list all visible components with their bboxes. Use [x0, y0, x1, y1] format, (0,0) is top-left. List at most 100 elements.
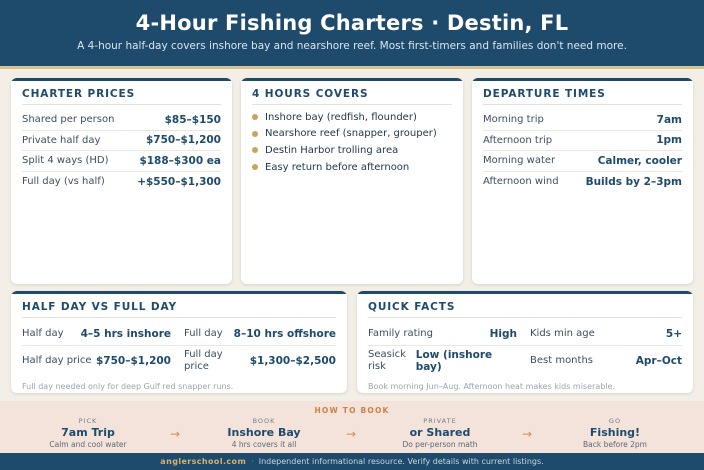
cell-label: Family rating [368, 328, 433, 339]
card-title: QUICK FACTS [368, 301, 456, 313]
footer-disclaimer: Independent informational resource. Veri… [258, 457, 544, 466]
row-value: Builds by 2–3pm [585, 175, 682, 188]
step-title: Inshore Bay [227, 426, 301, 439]
row-label: Split 4 ways (HD) [22, 155, 109, 167]
list-item: Nearshore reef (snapper, grouper) [252, 126, 452, 143]
row-label: Private half day [22, 134, 101, 146]
card-footnote: Full day needed only for deep Gulf red s… [22, 382, 234, 391]
step-kicker: PICK [78, 417, 98, 425]
cell-value: 8–10 hrs offshore [233, 328, 336, 340]
bullet-icon [252, 147, 258, 154]
row-label: Shared per person [22, 114, 115, 126]
step-kicker: PRIVATE [423, 417, 457, 425]
departure-row: Afternoon trip 1pm [483, 131, 682, 151]
fact-cell: Kids min age 5+ [525, 328, 682, 340]
cell-label: Full day price [184, 349, 223, 372]
half-vs-full-card: HALF DAY VS FULL DAY Half day 4–5 hrs in… [11, 291, 347, 393]
list-item-text: Inshore bay (redfish, flounder) [265, 111, 417, 123]
cell-value: 4–5 hrs inshore [80, 328, 171, 340]
page-header: 4-Hour Fishing Charters · Destin, FL A 4… [0, 0, 704, 66]
step-subtitle: Calm and cool water [49, 440, 127, 449]
booking-step: PRIVATE or Shared Do per-person math [375, 417, 505, 449]
cell-value: Apr–Oct [635, 355, 682, 367]
list-item: Destin Harbor trolling area [252, 142, 452, 159]
card-title: HALF DAY VS FULL DAY [22, 301, 178, 313]
bullet-icon [252, 130, 258, 137]
footer-brand-link[interactable]: anglerschool.com [160, 457, 247, 466]
fact-cell: Seasick risk Low (inshore bay) [368, 349, 525, 373]
card-title: CHARTER PRICES [22, 88, 136, 100]
row-label: Full day (vs half) [22, 176, 105, 188]
row-value: $188–$300 ea [139, 154, 221, 167]
fact-cell: Best months Apr–Oct [525, 355, 682, 367]
divider [483, 104, 682, 105]
fact-row: Family rating High Kids min age 5+ [368, 323, 682, 346]
cell-value: Low (inshore bay) [415, 349, 493, 373]
step-title: 7am Trip [61, 426, 115, 439]
price-row: Full day (vs half) +$550–$1,300 [22, 172, 221, 193]
header-divider [0, 66, 704, 69]
coverage-card: 4 HOURS COVERS Inshore bay (redfish, flo… [241, 78, 463, 284]
divider [252, 104, 452, 105]
step-subtitle: Do per-person math [402, 440, 478, 449]
cell-label: Seasick risk [368, 349, 406, 372]
arrow-right-icon: → [170, 427, 181, 441]
card-footnote: Book morning Jun–Aug. Afternoon heat mak… [368, 382, 615, 391]
how-to-book-title: HOW TO BOOK [314, 406, 390, 415]
row-value: Calmer, cooler [597, 154, 682, 167]
page-title: 4-Hour Fishing Charters · Destin, FL [135, 11, 569, 35]
arrow-right-icon: → [522, 427, 533, 441]
charter-prices-card: CHARTER PRICES Shared per person $85–$15… [11, 78, 232, 284]
step-kicker: BOOK [252, 417, 276, 425]
step-title: or Shared [409, 426, 471, 439]
booking-step: GO Fishing! Back before 2pm [550, 417, 680, 449]
footer-separator: · [251, 457, 254, 466]
divider [22, 317, 336, 318]
step-kicker: GO [608, 417, 622, 425]
step-subtitle: Back before 2pm [583, 440, 647, 449]
fact-cell: Family rating High [368, 328, 525, 340]
cell-label: Half day [22, 328, 64, 339]
list-item-text: Destin Harbor trolling area [265, 144, 399, 156]
cell-label: Kids min age [530, 328, 595, 339]
quick-facts-card: QUICK FACTS Family rating High Kids min … [357, 291, 693, 393]
row-label: Morning water [483, 155, 556, 167]
list-item-text: Nearshore reef (snapper, grouper) [265, 128, 437, 140]
how-to-book-strip: HOW TO BOOK PICK 7am Trip Calm and cool … [0, 401, 704, 453]
cell-value: High [489, 328, 517, 340]
step-subtitle: 4 hrs covers it all [231, 440, 297, 449]
compare-row: Half day 4–5 hrs inshore Full day 8–10 h… [22, 323, 336, 346]
row-value: 1pm [656, 134, 682, 147]
compare-cell: Half day 4–5 hrs inshore [22, 328, 179, 340]
divider [22, 104, 221, 105]
cell-label: Best months [530, 355, 593, 366]
row-value: +$550–$1,300 [137, 175, 221, 188]
step-title: Fishing! [589, 426, 641, 439]
bullet-icon [252, 114, 258, 121]
compare-cell: Full day price $1,300–$2,500 [179, 349, 336, 373]
compare-row: Half day price $750–$1,200 Full day pric… [22, 346, 336, 376]
arrow-right-icon: → [346, 427, 357, 441]
booking-step: PICK 7am Trip Calm and cool water [23, 417, 153, 449]
row-value: 7am [656, 113, 682, 126]
compare-cell: Full day 8–10 hrs offshore [179, 328, 336, 340]
compare-cell: Half day price $750–$1,200 [22, 355, 179, 367]
card-title: 4 HOURS COVERS [252, 88, 369, 100]
row-label: Afternoon trip [483, 134, 553, 146]
price-row: Private half day $750–$1,200 [22, 131, 221, 151]
price-row: Shared per person $85–$150 [22, 110, 221, 131]
list-item: Inshore bay (redfish, flounder) [252, 109, 452, 126]
departure-row: Morning trip 7am [483, 110, 682, 131]
fact-row: Seasick risk Low (inshore bay) Best mont… [368, 346, 682, 376]
row-label: Morning trip [483, 114, 544, 126]
cell-value: 5+ [665, 328, 682, 340]
page-footer: anglerschool.com · Independent information… [0, 453, 704, 470]
card-title: DEPARTURE TIMES [483, 88, 606, 100]
cell-value: $1,300–$2,500 [249, 355, 336, 367]
divider [368, 317, 682, 318]
booking-step: BOOK Inshore Bay 4 hrs covers it all [199, 417, 329, 449]
cell-value: $750–$1,200 [96, 355, 171, 367]
row-value: $85–$150 [164, 113, 221, 126]
row-value: $750–$1,200 [146, 134, 221, 147]
cell-label: Half day price [22, 355, 92, 366]
